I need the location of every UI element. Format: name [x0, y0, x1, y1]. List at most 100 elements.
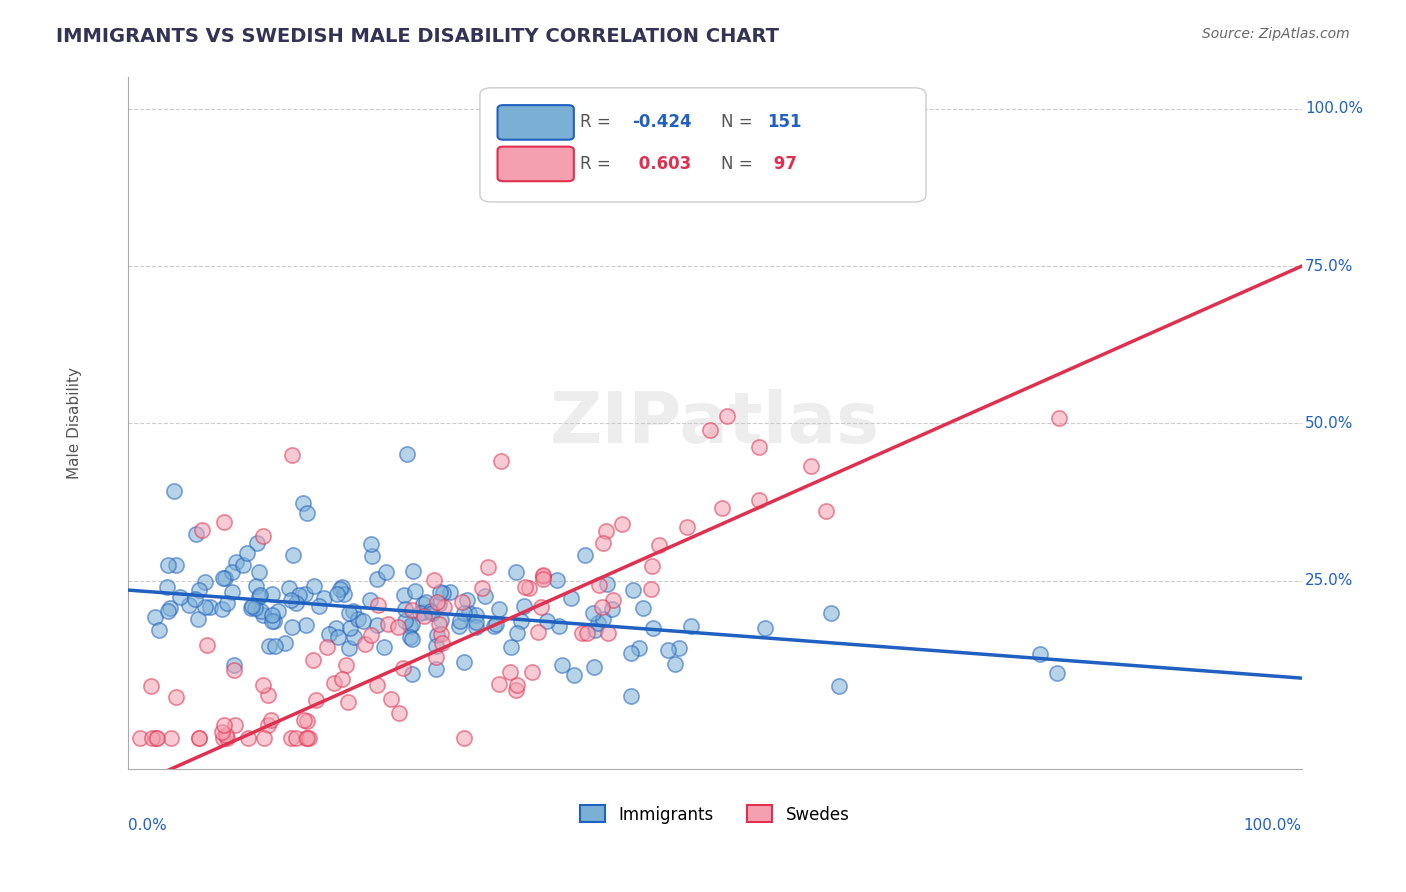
Point — [505, 682, 527, 697]
Point — [582, 606, 605, 620]
Point — [522, 665, 544, 679]
Point — [194, 600, 217, 615]
Point — [612, 517, 634, 532]
Point — [430, 627, 453, 641]
Point — [214, 571, 236, 585]
Point — [297, 506, 319, 520]
Point — [754, 621, 776, 635]
Point — [159, 731, 181, 745]
Point — [262, 614, 284, 628]
Point — [499, 640, 522, 654]
FancyBboxPatch shape — [479, 87, 927, 202]
Point — [456, 592, 478, 607]
Point — [221, 565, 243, 579]
Point — [141, 679, 163, 693]
Point — [330, 580, 353, 594]
Point — [186, 526, 208, 541]
Point — [551, 657, 574, 672]
Point — [453, 731, 475, 745]
Point — [267, 604, 290, 618]
Point — [427, 597, 450, 611]
Point — [333, 587, 356, 601]
Point — [294, 731, 316, 745]
Point — [352, 614, 374, 628]
Point — [641, 621, 664, 635]
Point — [285, 731, 308, 745]
Point — [425, 650, 447, 665]
Point — [323, 676, 346, 690]
Text: 0.0%: 0.0% — [128, 818, 166, 833]
Point — [648, 538, 671, 552]
Point — [387, 620, 409, 634]
Point — [430, 636, 453, 650]
Point — [302, 652, 325, 666]
Point — [394, 615, 416, 629]
Point — [212, 571, 235, 585]
Point — [526, 625, 548, 640]
Text: N =: N = — [720, 113, 752, 131]
Point — [257, 688, 280, 702]
Point — [676, 520, 699, 534]
Point — [409, 607, 432, 621]
Point — [148, 624, 170, 638]
Point — [668, 641, 690, 656]
Point — [247, 566, 270, 580]
Text: IMMIGRANTS VS SWEDISH MALE DISABILITY CORRELATION CHART: IMMIGRANTS VS SWEDISH MALE DISABILITY CO… — [56, 27, 779, 45]
Point — [224, 663, 246, 677]
Point — [592, 536, 614, 550]
Point — [396, 447, 419, 461]
Point — [491, 453, 513, 467]
Text: Male Disability: Male Disability — [67, 368, 83, 479]
Point — [488, 602, 510, 616]
Point — [195, 639, 218, 653]
Point — [263, 614, 285, 628]
Point — [169, 590, 191, 604]
Point — [800, 458, 823, 473]
Text: ZIPatlas: ZIPatlas — [550, 389, 880, 458]
Point — [146, 731, 169, 745]
Point — [367, 598, 389, 612]
Point — [224, 718, 246, 732]
Point — [247, 590, 270, 604]
Point — [412, 597, 434, 611]
Point — [427, 616, 450, 631]
Point — [156, 580, 179, 594]
Point — [562, 668, 585, 682]
Point — [243, 601, 266, 615]
Point — [820, 607, 842, 621]
Point — [145, 731, 167, 745]
Point — [391, 661, 413, 675]
Point — [312, 591, 335, 606]
Point — [373, 640, 395, 654]
Point — [360, 549, 382, 563]
Point — [225, 555, 247, 569]
Point — [380, 691, 402, 706]
Point — [339, 621, 361, 635]
Point — [281, 548, 304, 562]
Point — [591, 600, 613, 615]
Point — [335, 657, 357, 672]
Point — [159, 600, 181, 615]
Text: N =: N = — [720, 155, 752, 173]
Point — [429, 584, 451, 599]
Point — [1047, 410, 1070, 425]
Point — [377, 616, 399, 631]
Point — [425, 639, 447, 653]
Point — [423, 573, 446, 587]
Point — [295, 714, 318, 729]
Text: 75.0%: 75.0% — [1305, 259, 1354, 274]
Point — [513, 580, 536, 594]
Point — [366, 618, 388, 632]
Point — [592, 612, 614, 626]
Text: 50.0%: 50.0% — [1305, 416, 1354, 431]
Point — [280, 620, 302, 634]
Point — [315, 640, 337, 655]
Point — [360, 628, 382, 642]
Point — [412, 605, 434, 619]
Text: 100.0%: 100.0% — [1305, 102, 1364, 116]
Point — [575, 625, 598, 640]
Point — [499, 665, 522, 680]
Text: Source: ZipAtlas.com: Source: ZipAtlas.com — [1202, 27, 1350, 41]
Point — [163, 483, 186, 498]
Point — [748, 440, 770, 454]
